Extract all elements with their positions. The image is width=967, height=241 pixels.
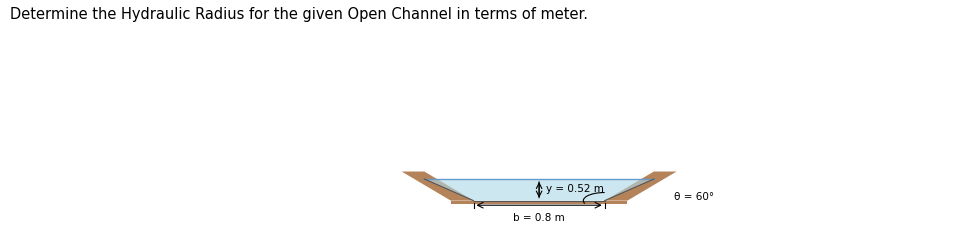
Text: Determine the Hydraulic Radius for the given Open Channel in terms of meter.: Determine the Hydraulic Radius for the g… [10,7,588,22]
Text: θ = 60°: θ = 60° [674,192,714,202]
Polygon shape [451,201,628,204]
Text: y = 0.52 m: y = 0.52 m [545,184,603,194]
Polygon shape [401,172,474,201]
Polygon shape [425,179,654,201]
Polygon shape [604,172,677,201]
Text: b = 0.8 m: b = 0.8 m [513,213,565,223]
